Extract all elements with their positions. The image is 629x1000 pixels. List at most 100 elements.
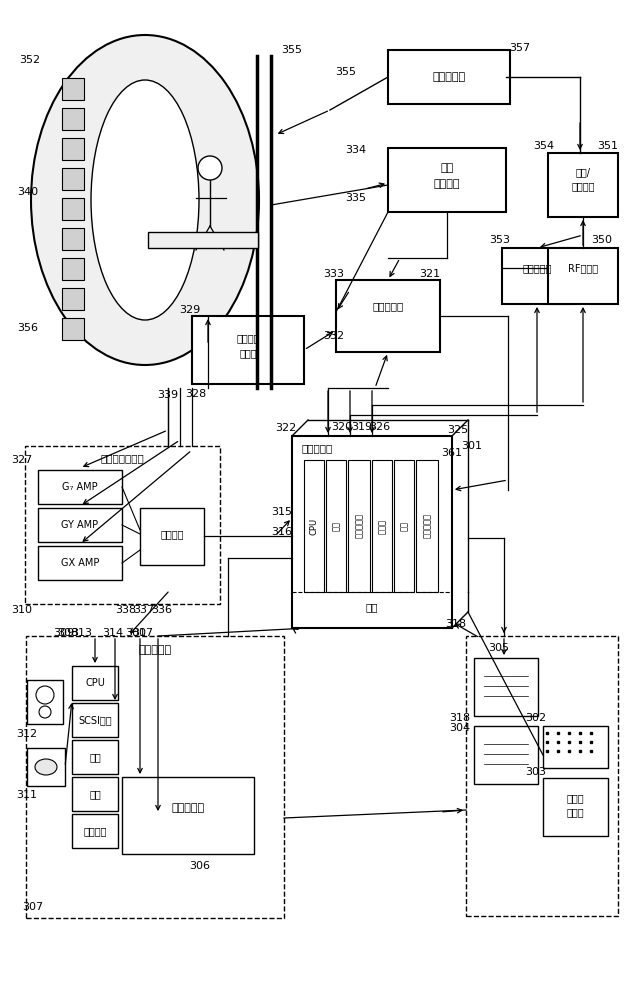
Text: 301: 301 <box>462 441 482 451</box>
Bar <box>140 508 204 565</box>
Text: 图像处理器: 图像处理器 <box>172 803 204 813</box>
Bar <box>192 316 304 384</box>
Bar <box>27 680 63 724</box>
Bar <box>25 446 220 604</box>
Bar <box>62 78 84 100</box>
Text: 接口: 接口 <box>89 789 101 799</box>
Text: 309: 309 <box>53 628 75 638</box>
Bar <box>62 138 84 160</box>
Text: 329: 329 <box>179 305 201 315</box>
Bar <box>548 153 618 217</box>
Text: 梯度放大器系统: 梯度放大器系统 <box>100 453 144 463</box>
Text: 357: 357 <box>509 43 531 53</box>
Bar <box>38 470 122 504</box>
Text: 患者: 患者 <box>440 163 454 173</box>
Text: 梯度接口: 梯度接口 <box>160 529 184 539</box>
Text: 353: 353 <box>489 235 511 245</box>
Text: CPU: CPU <box>309 517 318 535</box>
Text: 361: 361 <box>442 448 462 458</box>
Bar <box>62 258 84 280</box>
Text: 显示: 显示 <box>365 602 378 612</box>
Bar <box>38 508 122 542</box>
Ellipse shape <box>91 80 199 320</box>
Text: 308: 308 <box>57 628 79 638</box>
Bar <box>474 726 538 784</box>
Text: 318: 318 <box>445 619 467 629</box>
Bar <box>292 436 452 628</box>
Circle shape <box>39 706 51 718</box>
Text: 320: 320 <box>331 422 353 432</box>
Bar <box>466 636 618 916</box>
Text: 319: 319 <box>352 422 372 432</box>
Text: 332: 332 <box>323 331 345 341</box>
Text: 存储: 存储 <box>89 752 101 762</box>
Bar <box>543 726 608 768</box>
Text: 339: 339 <box>157 390 179 400</box>
Text: 351: 351 <box>598 141 618 151</box>
Text: 338: 338 <box>116 605 136 615</box>
Text: 扫描器接口: 扫描器接口 <box>372 301 404 311</box>
Text: 300: 300 <box>126 628 147 638</box>
Text: 接收开关: 接收开关 <box>571 181 595 191</box>
Text: G₇ AMP: G₇ AMP <box>62 482 98 492</box>
Text: 337: 337 <box>133 605 155 615</box>
Bar <box>62 198 84 220</box>
Text: 318: 318 <box>449 713 470 723</box>
Text: 355: 355 <box>335 67 357 77</box>
Bar <box>474 658 538 716</box>
Text: 313: 313 <box>72 628 92 638</box>
Text: 生理采集: 生理采集 <box>237 333 260 343</box>
Bar <box>502 248 572 304</box>
Text: GY AMP: GY AMP <box>62 520 99 530</box>
Text: 收发器: 收发器 <box>377 518 386 534</box>
Text: 325: 325 <box>447 425 469 435</box>
Text: 328: 328 <box>186 389 206 399</box>
Bar <box>348 460 370 592</box>
Text: CPU: CPU <box>85 678 105 688</box>
Text: 阵列处理器: 阵列处理器 <box>423 514 431 538</box>
Text: 326: 326 <box>369 422 391 432</box>
Text: RF放大器: RF放大器 <box>568 263 598 273</box>
Text: 304: 304 <box>449 723 470 733</box>
Text: 354: 354 <box>533 141 555 151</box>
Text: 307: 307 <box>23 902 43 912</box>
Bar <box>548 248 618 304</box>
Bar <box>304 460 324 592</box>
Bar <box>148 232 258 248</box>
Text: 310: 310 <box>11 605 33 615</box>
Circle shape <box>36 686 54 704</box>
Text: 333: 333 <box>323 269 345 279</box>
Bar <box>26 636 284 918</box>
Bar <box>122 777 254 854</box>
Ellipse shape <box>35 759 57 775</box>
Text: 327: 327 <box>11 455 33 465</box>
Bar <box>543 778 608 836</box>
Text: 312: 312 <box>16 729 38 739</box>
Bar <box>27 748 65 786</box>
Text: 303: 303 <box>525 767 547 777</box>
Text: 335: 335 <box>345 193 367 203</box>
Bar <box>394 460 414 592</box>
Text: GX AMP: GX AMP <box>61 558 99 568</box>
Text: 发射/: 发射/ <box>576 167 591 177</box>
Text: 316: 316 <box>272 527 292 537</box>
Text: 305: 305 <box>488 643 509 653</box>
Circle shape <box>198 156 222 180</box>
Text: 主磁铁电源: 主磁铁电源 <box>433 72 465 82</box>
Bar <box>388 50 510 104</box>
Text: 控制器: 控制器 <box>239 348 257 358</box>
Text: 处理器: 处理器 <box>566 807 584 817</box>
Text: 315: 315 <box>272 507 292 517</box>
Text: 306: 306 <box>189 861 211 871</box>
Text: 322: 322 <box>276 423 297 433</box>
Text: 302: 302 <box>525 713 547 723</box>
Text: 脉冲生成器: 脉冲生成器 <box>355 514 364 538</box>
Text: 定位系统: 定位系统 <box>434 179 460 189</box>
Bar <box>38 546 122 580</box>
Bar <box>72 814 118 848</box>
Text: 340: 340 <box>18 187 38 197</box>
Ellipse shape <box>31 35 259 365</box>
Text: SCSI接口: SCSI接口 <box>78 715 112 725</box>
Bar <box>72 703 118 737</box>
Text: 314: 314 <box>103 628 123 638</box>
